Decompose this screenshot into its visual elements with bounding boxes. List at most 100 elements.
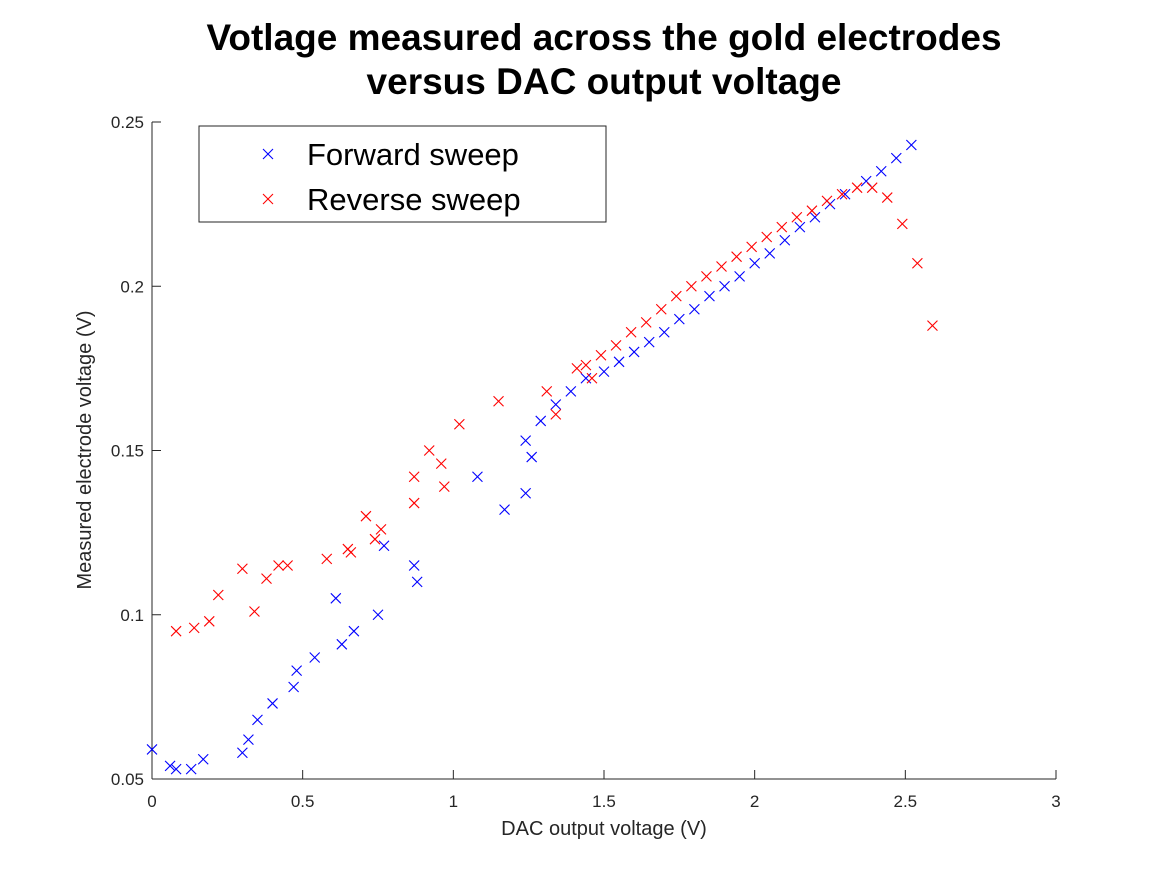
chart-title-line: versus DAC output voltage [367, 61, 842, 102]
y-tick-label: 0.1 [120, 606, 144, 625]
data-point [776, 221, 788, 233]
data-point [806, 205, 818, 217]
data-point [658, 326, 670, 338]
data-point [197, 753, 209, 765]
data-point [520, 487, 532, 499]
data-point [905, 139, 917, 151]
x-tick-label: 2.5 [894, 792, 918, 811]
data-point [655, 303, 667, 315]
data-point [273, 560, 284, 571]
data-point [565, 385, 577, 397]
data-point [673, 313, 685, 325]
data-point [746, 241, 758, 253]
data-series [146, 139, 938, 775]
legend-entry-label: Reverse sweep [307, 182, 521, 217]
y-tick-label: 0.15 [111, 442, 144, 461]
x-tick-label: 1 [449, 792, 458, 811]
data-point [372, 609, 384, 621]
data-point [550, 408, 562, 420]
data-point [261, 573, 272, 585]
data-point [613, 356, 625, 368]
legend-box [198, 125, 607, 223]
data-point [670, 290, 682, 302]
data-point [580, 372, 592, 384]
data-point [203, 615, 215, 627]
legend-entry-label: Forward sweep [307, 137, 519, 172]
data-point [628, 346, 640, 358]
data-point [610, 339, 622, 351]
data-point [595, 349, 607, 361]
y-tick-label: 0.2 [120, 277, 144, 296]
data-point [472, 471, 483, 483]
data-point [640, 316, 652, 328]
data-point [493, 395, 504, 407]
data-point [839, 188, 851, 200]
data-point [881, 192, 893, 203]
data-point [345, 546, 357, 558]
data-point [267, 698, 278, 709]
data-point [309, 652, 321, 663]
y-tick-label: 0.25 [111, 113, 144, 132]
data-point [598, 366, 610, 378]
data-point [249, 606, 260, 617]
data-point [689, 303, 700, 315]
data-point [282, 560, 293, 571]
x-tick-label: 0 [147, 792, 156, 811]
data-point [438, 481, 450, 493]
data-point [550, 399, 562, 410]
data-point [146, 744, 158, 755]
data-point [408, 497, 420, 509]
x-tick-label: 1.5 [592, 792, 616, 811]
data-point [369, 533, 381, 545]
data-point [378, 540, 390, 552]
data-point [761, 231, 773, 243]
data-point [408, 560, 420, 571]
data-point [734, 271, 745, 282]
data-point [185, 763, 197, 775]
data-point [875, 165, 887, 177]
y-ticks: 0.05 0.1 0.15 0.2 0.25 [111, 113, 161, 789]
data-point [866, 182, 878, 194]
data-point [170, 763, 182, 775]
series-forward [146, 139, 917, 775]
chart-title: Votlage measured across the gold electro… [206, 17, 1001, 102]
x-tick-label: 3 [1051, 792, 1060, 811]
data-point [809, 211, 821, 223]
data-point [526, 451, 538, 463]
data-point [749, 257, 761, 269]
y-axis-label: Measured electrode voltage (V) [74, 310, 96, 589]
chart-title-line: Votlage measured across the gold electro… [206, 17, 1001, 58]
data-point [435, 458, 447, 470]
data-point [237, 747, 248, 759]
data-point [453, 418, 465, 430]
data-point [580, 359, 592, 371]
data-point [499, 504, 510, 516]
data-point [719, 280, 730, 292]
data-point [731, 251, 742, 263]
data-point [625, 326, 637, 338]
data-point [927, 320, 938, 332]
data-point [896, 218, 908, 230]
data-point [375, 523, 387, 535]
data-point [291, 665, 303, 676]
data-point [252, 714, 263, 726]
data-point [890, 152, 902, 164]
data-point [321, 553, 333, 565]
data-point [779, 234, 791, 246]
x-ticks: 0 0.5 1 1.5 2 2.5 3 [147, 770, 1061, 811]
data-point [237, 563, 248, 575]
data-point [408, 471, 420, 483]
data-point [348, 625, 360, 637]
data-point [643, 336, 655, 348]
data-point [535, 415, 547, 427]
series-reverse [170, 182, 938, 637]
data-point [243, 734, 254, 745]
data-point [571, 362, 583, 374]
data-point [360, 510, 372, 522]
data-point [330, 592, 342, 604]
data-point [836, 188, 848, 200]
data-point [586, 372, 598, 384]
y-tick-label: 0.05 [111, 770, 144, 789]
data-point [541, 385, 553, 397]
